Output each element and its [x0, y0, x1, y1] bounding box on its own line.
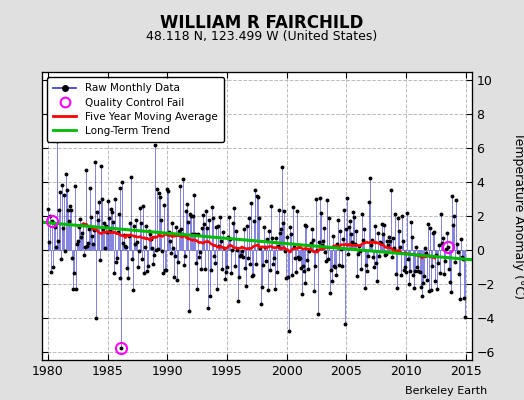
Legend: Raw Monthly Data, Quality Control Fail, Five Year Moving Average, Long-Term Tren: Raw Monthly Data, Quality Control Fail, … [47, 77, 224, 142]
Text: Berkeley Earth: Berkeley Earth [405, 386, 487, 396]
Y-axis label: Temperature Anomaly (°C): Temperature Anomaly (°C) [511, 132, 524, 300]
Text: WILLIAM R FAIRCHILD: WILLIAM R FAIRCHILD [160, 14, 364, 32]
Text: 48.118 N, 123.499 W (United States): 48.118 N, 123.499 W (United States) [146, 30, 378, 43]
